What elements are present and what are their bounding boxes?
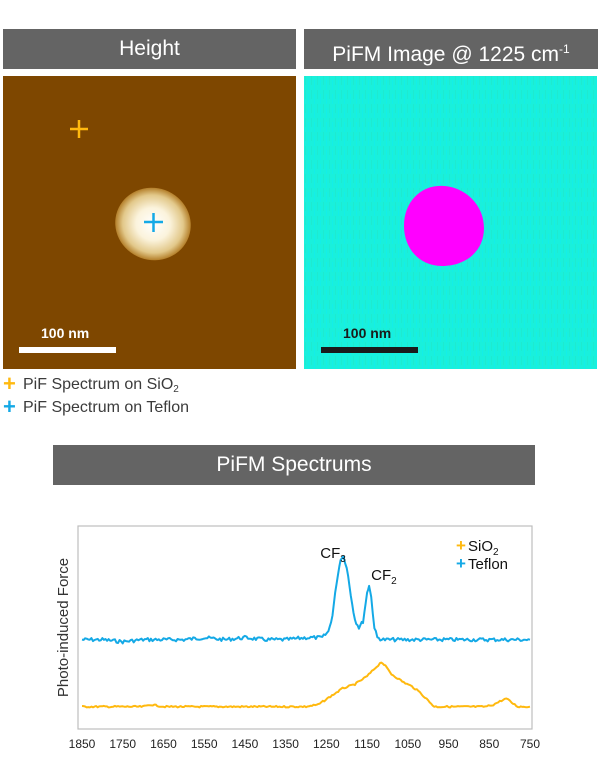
x-tick-label: 750 — [520, 737, 540, 751]
teflon-marker-icon — [144, 213, 163, 232]
sio2-plus-icon: + — [3, 371, 16, 396]
legend-plus-icon: + — [456, 554, 466, 573]
x-tick-label: 1050 — [394, 737, 421, 751]
x-tick-label: 850 — [479, 737, 499, 751]
legend-entry: Teflon — [468, 556, 508, 573]
legend-entry: SiO2 — [468, 538, 499, 558]
height-image: 100 nm — [3, 76, 296, 369]
pifm-title-superscript: -1 — [559, 42, 570, 56]
series-line-sio2 — [81, 661, 531, 709]
pifm-scale-label: 100 nm — [343, 325, 392, 341]
sio2-marker-icon — [70, 120, 88, 138]
spectrum-header-title: PiFM Spectrums — [216, 453, 372, 476]
pifm-scale-bar — [321, 347, 418, 353]
teflon-particle-pifm — [404, 185, 484, 266]
x-tick-label: 1450 — [232, 737, 259, 751]
chart-legend: + SiO2+ Teflon — [456, 536, 508, 573]
marker-legend-teflon: + PiF Spectrum on Teflon — [3, 396, 189, 419]
x-tick-label: 1150 — [354, 737, 380, 751]
pifm-image: 100 nm — [304, 76, 597, 369]
marker-legend-sio2-label: PiF Spectrum on SiO — [23, 376, 174, 393]
peak-annotations: CF3 CF2 — [320, 545, 397, 587]
x-tick-label: 1250 — [313, 737, 340, 751]
x-tick-label: 1650 — [150, 737, 177, 751]
pifm-image-canvas — [304, 76, 597, 369]
series-line-teflon — [81, 555, 531, 645]
x-tick-label: 1350 — [272, 737, 299, 751]
height-panel-title: Height — [119, 37, 180, 60]
x-tick-label: 1750 — [109, 737, 136, 751]
x-tick-label: 1550 — [191, 737, 218, 751]
x-tick-label: 950 — [439, 737, 459, 751]
pifm-panel-header: PiFM Image @ 1225 cm-1 — [304, 29, 598, 69]
teflon-plus-icon: + — [3, 394, 16, 419]
pifm-panel-title: PiFM Image @ 1225 cm — [332, 43, 560, 66]
legend-plus-icon: + — [456, 536, 466, 555]
height-scale-bar — [19, 347, 116, 353]
peak-annotation: CF2 — [371, 567, 397, 587]
plot-frame — [77, 525, 533, 730]
marker-legend-teflon-label: PiF Spectrum on Teflon — [23, 399, 190, 416]
x-tick-label: 1850 — [69, 737, 96, 751]
marker-legend-sio2-sub: 2 — [173, 384, 179, 395]
height-panel-header: Height — [3, 29, 296, 69]
spectrum-chart: 1850 1750 1650 1550 1450 1350 1250 1150 1050 950 8… — [55, 525, 541, 751]
height-image-canvas — [70, 120, 191, 261]
y-axis-label: Photo-induced Force — [55, 558, 72, 697]
peak-annotation: CF3 — [320, 545, 346, 565]
spectrum-header: PiFM Spectrums — [53, 445, 535, 485]
series-lines — [81, 555, 531, 709]
x-tick-labels: 1850 1750 1650 1550 1450 1350 1250 1150 1050 950 8… — [69, 737, 541, 751]
height-scale-label: 100 nm — [41, 325, 90, 341]
marker-legend-sio2: + PiF Spectrum on SiO2 — [3, 373, 179, 401]
